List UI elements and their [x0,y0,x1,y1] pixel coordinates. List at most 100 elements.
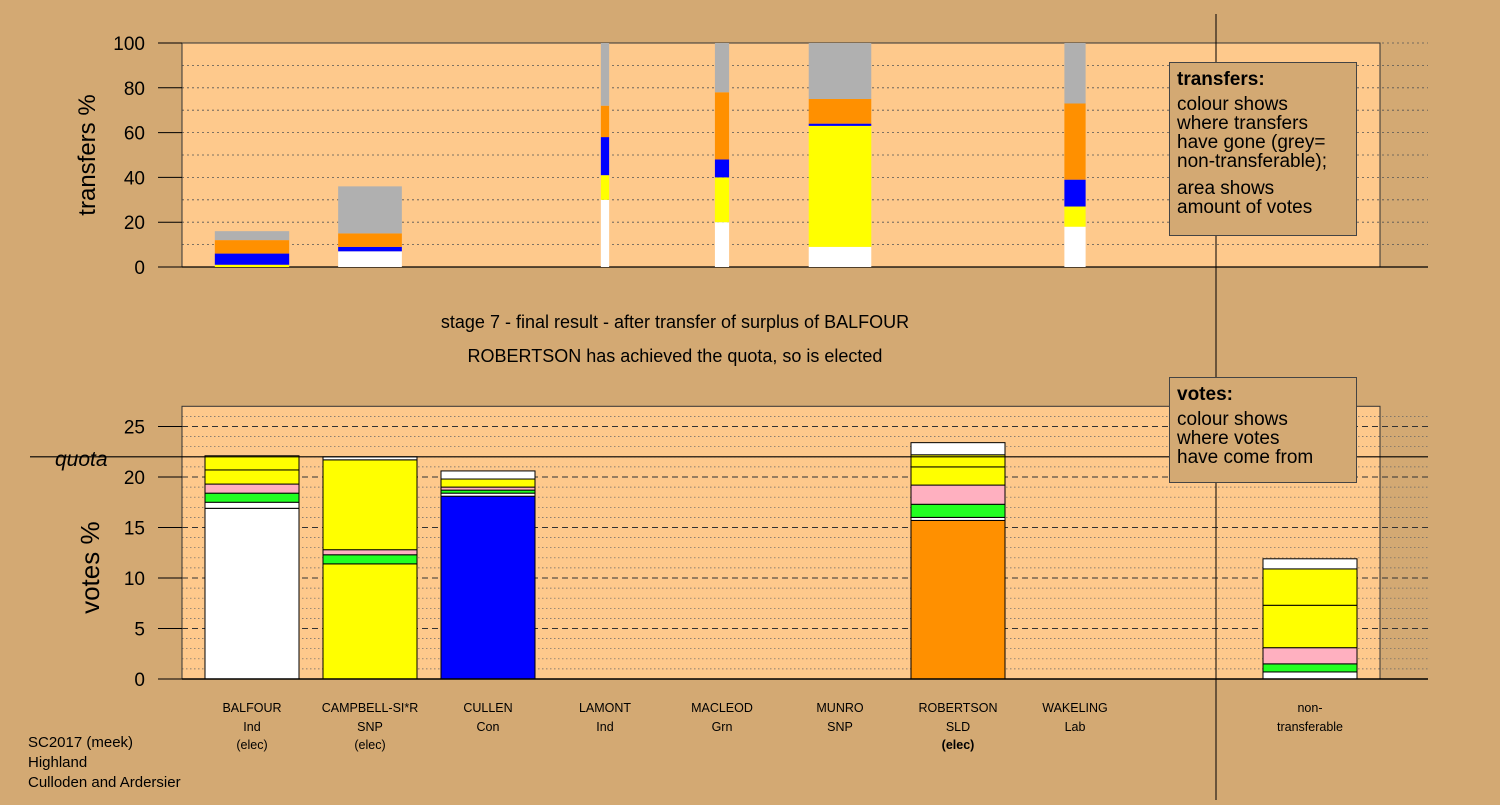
transfer-segment [714,222,730,267]
transfer-segment [714,92,730,160]
transfer-segment [808,246,872,267]
candidate-party: SLD [946,720,970,734]
candidate-name: CAMPBELL-SI*R [322,701,419,715]
transfers-legend-line: non-transferable); [1177,151,1327,172]
transfer-segment [600,137,610,176]
stage-subtitle: ROBERTSON has achieved the quota, so is … [468,346,883,366]
transfer-segment [600,175,610,200]
vote-segment [910,466,1006,486]
candidate-name: WAKELING [1042,701,1108,715]
nontransferable-label: non- [1297,701,1322,715]
transfer-segment [214,253,290,265]
vote-segment [910,442,1006,456]
transfer-segment [1064,226,1086,267]
y-axis-label: transfers % [74,94,101,215]
vote-segment [204,483,300,494]
candidate-status: (elec) [942,738,975,752]
footer-election: SC2017 (meek) [28,734,134,751]
transfer-segment [808,125,872,247]
candidate-party: Con [477,720,500,734]
y-tick-label: 60 [124,124,145,145]
vote-segment [322,563,418,680]
candidate-party: Ind [243,720,260,734]
transfers-legend: transfers: colour shows where transfers … [1169,62,1357,236]
y-tick-label: 10 [124,569,145,590]
vote-segment [1262,671,1358,680]
transfer-segment [600,199,610,267]
vote-segment [1262,558,1358,570]
vote-segment [204,455,300,471]
vote-segment [910,519,1006,680]
votes-legend-title: votes: [1177,384,1233,405]
transfer-segment [714,159,730,178]
vote-segment [204,469,300,485]
candidate-party: Ind [596,720,613,734]
transfers-legend-line: area shows [1177,178,1275,199]
transfer-segment [1064,179,1086,207]
transfers-legend-line: have gone (grey= [1177,132,1326,153]
vote-segment [1262,647,1358,665]
transfer-segment [600,105,610,138]
footer-info: SC2017 (meek) Highland Culloden and Arde… [28,733,181,793]
y-tick-label: 40 [124,168,145,189]
y-axis-label: votes % [75,521,105,614]
transfer-segment [714,43,730,93]
votes-legend-line: have come from [1177,447,1314,468]
votes-legend-line: where votes [1177,428,1280,449]
candidate-name: LAMONT [579,701,631,715]
candidate-party: SNP [827,720,853,734]
y-tick-label: 20 [124,468,145,489]
vote-segment [910,484,1006,505]
y-tick-label: 15 [124,519,145,540]
y-tick-label: 100 [113,34,145,55]
candidate-party: SNP [357,720,383,734]
candidate-labels: BALFOUR Ind (elec) CAMPBELL-SI*R SNP (elec) CU… [222,701,1343,752]
candidate-name: MUNRO [816,701,863,715]
vote-segment [322,554,418,565]
transfer-segment [338,233,402,247]
vote-segment [1262,604,1358,649]
y-tick-label: 80 [124,79,145,100]
transfer-segment [808,99,872,124]
vote-segment [204,501,300,509]
votes-legend-line: colour shows [1177,409,1288,430]
vote-segment [322,549,418,556]
nontransferable-label: transferable [1277,720,1343,734]
transfer-segment [714,177,730,223]
vote-segment [440,478,536,488]
y-tick-label: 0 [134,258,145,279]
candidate-status: (elec) [354,738,385,752]
transfers-legend-title: transfers: [1177,69,1265,90]
candidate-status: (elec) [236,738,267,752]
transfer-segment [808,43,872,99]
transfers-legend-line: amount of votes [1177,197,1313,218]
transfer-segment [338,186,402,234]
transfer-segment [338,251,402,267]
votes-legend: votes: colour shows where votes have com… [1169,377,1357,483]
vote-segment [440,470,536,480]
transfer-segment [1064,206,1086,227]
candidate-name: BALFOUR [222,701,281,715]
candidate-name: ROBERTSON [919,701,998,715]
y-tick-label: 20 [124,213,145,234]
vote-segment [910,503,1006,518]
transfer-segment [214,264,290,267]
vote-segment [1262,568,1358,606]
vote-segment [204,492,300,503]
transfer-segment [214,231,290,241]
y-tick-label: 25 [124,418,145,439]
footer-ward: Culloden and Ardersier [28,774,181,791]
transfer-segment [1064,103,1086,180]
transfer-segment [214,240,290,254]
candidate-name: CULLEN [463,701,512,715]
transfers-legend-line: where transfers [1177,113,1308,134]
y-tick-label: 0 [134,670,145,691]
transfer-segment [808,123,872,126]
footer-council: Highland [28,754,88,771]
quota-label: quota [55,448,108,471]
stage-title: stage 7 - final result - after transfer … [441,312,909,332]
candidate-party: Grn [712,720,733,734]
y-tick-label: 5 [134,620,145,641]
transfers-legend-line: colour shows [1177,94,1288,115]
